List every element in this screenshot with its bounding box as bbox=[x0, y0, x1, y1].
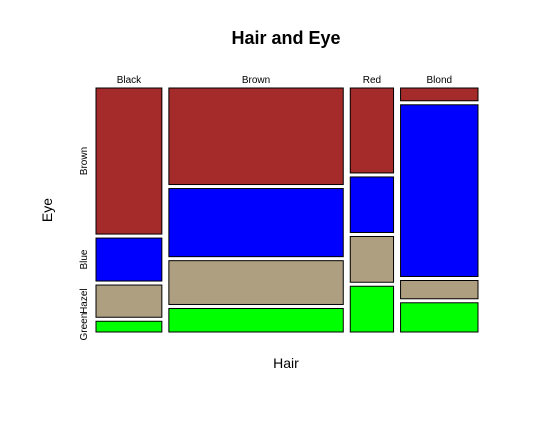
tile-red-brown bbox=[349, 87, 395, 174]
tile-brown-green bbox=[168, 307, 344, 333]
hair-category-labels: Black Brown Red Blond bbox=[117, 75, 452, 86]
eye-label-green: Green bbox=[79, 313, 90, 341]
tile-blond-brown bbox=[400, 87, 479, 102]
tile-black-green bbox=[95, 320, 163, 333]
tile-brown-brown bbox=[168, 87, 344, 186]
chart-title: Hair and Eye bbox=[231, 28, 340, 48]
tile-brown-hazel bbox=[168, 260, 344, 305]
eye-label-hazel: Hazel bbox=[79, 288, 90, 314]
tile-red-hazel bbox=[349, 236, 395, 283]
hair-label-blond: Blond bbox=[426, 75, 452, 86]
y-axis-title: Eye bbox=[39, 198, 55, 222]
hair-label-red: Red bbox=[363, 75, 381, 86]
tile-blond-blue bbox=[400, 104, 479, 278]
tile-red-blue bbox=[349, 176, 395, 234]
eye-label-brown: Brown bbox=[79, 147, 90, 175]
mosaic-tiles bbox=[95, 87, 479, 333]
hair-label-brown: Brown bbox=[242, 75, 270, 86]
tile-red-green bbox=[349, 285, 395, 333]
eye-label-blue: Blue bbox=[79, 249, 90, 269]
tile-black-blue bbox=[95, 237, 163, 282]
tile-black-brown bbox=[95, 87, 163, 235]
tile-brown-blue bbox=[168, 188, 344, 258]
tile-blond-green bbox=[400, 302, 479, 333]
tile-black-hazel bbox=[95, 284, 163, 318]
hair-label-black: Black bbox=[117, 75, 142, 86]
tile-blond-hazel bbox=[400, 280, 479, 300]
x-axis-title: Hair bbox=[273, 355, 299, 371]
